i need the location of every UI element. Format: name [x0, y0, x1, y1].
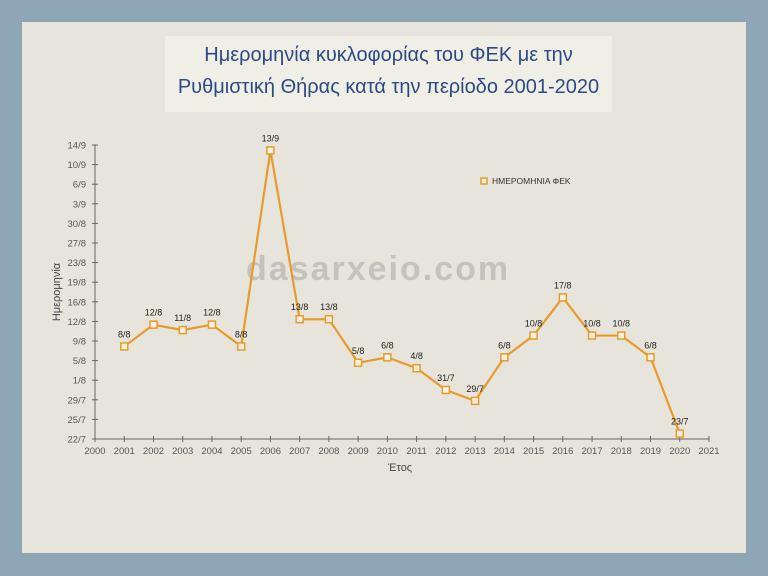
x-tick-label: 2012: [435, 446, 456, 457]
data-label: 12/8: [145, 308, 163, 318]
chart-title-line-1: Ημερομηνία κυκλοφορίας του ΦΕΚ με την: [204, 44, 573, 66]
data-label: 4/8: [410, 351, 423, 361]
data-label: 8/8: [235, 329, 248, 339]
data-label: 10/8: [525, 319, 543, 329]
data-point: [441, 385, 451, 395]
series-line: [123, 150, 681, 434]
y-tick-label: 14/9: [68, 141, 87, 152]
x-tick-label: 2005: [231, 446, 252, 457]
y-tick-label: 12/8: [68, 317, 87, 328]
data-point: [178, 325, 187, 335]
data-point: [470, 396, 480, 406]
data-label: 12/8: [203, 308, 221, 318]
x-tick-label: 2014: [494, 446, 515, 457]
x-tick-label: 2015: [523, 446, 544, 457]
x-tick-label: 2000: [84, 446, 105, 457]
x-tick-label: 2007: [289, 446, 310, 457]
x-tick-label: 2009: [348, 446, 369, 457]
data-point: [617, 331, 626, 340]
data-label: 6/8: [381, 340, 394, 350]
x-tick-label: 2018: [611, 446, 632, 457]
x-axis-title: Έτος: [387, 462, 412, 474]
x-tick-label: 2004: [201, 446, 222, 457]
data-label: 13/9: [262, 133, 280, 143]
x-tick-label: 2017: [581, 446, 602, 457]
x-tick-label: 2019: [640, 446, 661, 457]
data-label: 31/7: [437, 373, 455, 383]
x-tick-label: 2011: [406, 446, 426, 457]
data-point: [675, 429, 685, 438]
data-point: [587, 331, 597, 340]
data-point: [295, 314, 304, 324]
y-tick-label: 1/8: [73, 376, 86, 387]
data-point: [119, 342, 129, 351]
chart-title-line-2: Ρυθμιστική Θήρας κατά την περίοδο 2001-2…: [177, 76, 600, 98]
x-tick-label: 2010: [377, 446, 398, 457]
x-tick-label: 2013: [465, 446, 486, 457]
data-point: [412, 363, 421, 373]
data-label: 13/8: [291, 302, 309, 312]
data-label: 10/8: [613, 319, 631, 329]
y-tick-label: 25/7: [68, 415, 87, 426]
x-tick-label: 2021: [698, 446, 719, 457]
legend-marker: [480, 177, 488, 185]
data-label: 23/7: [671, 417, 689, 427]
data-point: [236, 342, 246, 351]
x-tick-label: 2006: [260, 446, 281, 457]
legend-label: ΗΜΕΡΟΜΗΝΙΑ ΦΕΚ: [492, 176, 571, 186]
title-box: [165, 36, 612, 112]
y-tick-label: 27/8: [68, 239, 87, 250]
y-tick-label: 29/7: [68, 395, 87, 406]
data-point: [500, 353, 509, 362]
y-tick-label: 16/8: [68, 297, 87, 308]
data-label: 10/8: [583, 319, 601, 329]
x-tick-label: 2020: [669, 446, 690, 457]
x-tick-label: 2008: [318, 446, 339, 457]
data-label: 8/8: [118, 329, 131, 339]
data-point: [558, 293, 568, 302]
x-tick-label: 2002: [143, 446, 164, 457]
y-tick-label: 22/7: [68, 435, 87, 446]
y-tick-label: 30/8: [68, 219, 87, 230]
data-point: [266, 146, 275, 155]
data-point: [207, 320, 217, 329]
data-point: [646, 353, 655, 362]
data-label: 17/8: [554, 280, 572, 290]
y-tick-label: 3/9: [73, 199, 86, 210]
data-label: 5/8: [352, 346, 365, 356]
x-tick-label: 2003: [172, 446, 193, 457]
x-tick-label: 2001: [114, 446, 135, 457]
y-tick-label: 6/9: [73, 180, 86, 191]
y-axis-title: Ημερομηνία: [51, 262, 63, 321]
data-point: [353, 358, 363, 368]
data-label: 6/8: [498, 340, 511, 350]
y-tick-label: 10/9: [68, 160, 87, 171]
data-label: 13/8: [320, 302, 338, 312]
x-tick-label: 2016: [552, 446, 573, 457]
y-tick-label: 5/8: [73, 356, 86, 367]
y-tick-label: 23/8: [68, 258, 87, 269]
data-point: [324, 314, 334, 324]
data-label: 29/7: [466, 384, 484, 394]
data-point: [529, 331, 538, 340]
data-point: [149, 320, 158, 329]
data-point: [383, 353, 392, 362]
data-label: 11/8: [174, 313, 191, 323]
data-label: 6/8: [644, 340, 657, 350]
y-tick-label: 19/8: [68, 278, 87, 289]
y-tick-label: 9/8: [73, 337, 86, 348]
